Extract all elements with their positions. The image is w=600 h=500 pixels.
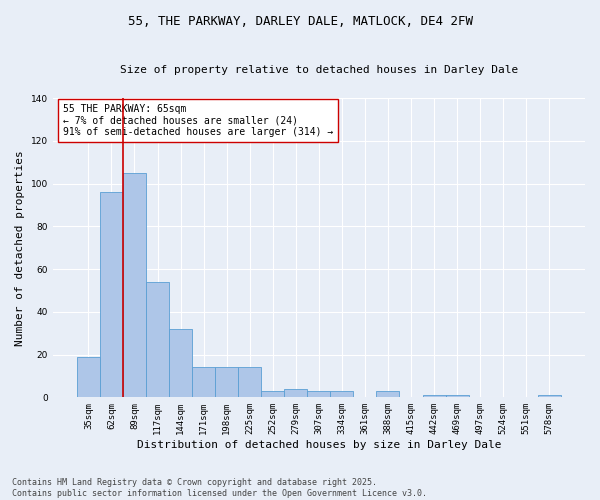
Title: Size of property relative to detached houses in Darley Dale: Size of property relative to detached ho…	[120, 65, 518, 75]
Bar	[100, 192, 123, 398]
Y-axis label: Number of detached properties: Number of detached properties	[15, 150, 25, 346]
Text: 55 THE PARKWAY: 65sqm
← 7% of detached houses are smaller (24)
91% of semi-detac: 55 THE PARKWAY: 65sqm ← 7% of detached h…	[64, 104, 334, 137]
Bar	[261, 391, 284, 398]
Bar	[146, 282, 169, 398]
Bar	[169, 329, 192, 398]
Bar	[376, 391, 400, 398]
Bar	[422, 395, 446, 398]
Bar	[192, 368, 215, 398]
Text: 55, THE PARKWAY, DARLEY DALE, MATLOCK, DE4 2FW: 55, THE PARKWAY, DARLEY DALE, MATLOCK, D…	[128, 15, 473, 28]
Bar	[77, 356, 100, 398]
Bar	[331, 391, 353, 398]
Bar	[284, 389, 307, 398]
Bar	[215, 368, 238, 398]
Bar	[446, 395, 469, 398]
Bar	[307, 391, 331, 398]
Bar	[538, 395, 561, 398]
X-axis label: Distribution of detached houses by size in Darley Dale: Distribution of detached houses by size …	[137, 440, 501, 450]
Bar	[238, 368, 261, 398]
Bar	[123, 173, 146, 398]
Text: Contains HM Land Registry data © Crown copyright and database right 2025.
Contai: Contains HM Land Registry data © Crown c…	[12, 478, 427, 498]
